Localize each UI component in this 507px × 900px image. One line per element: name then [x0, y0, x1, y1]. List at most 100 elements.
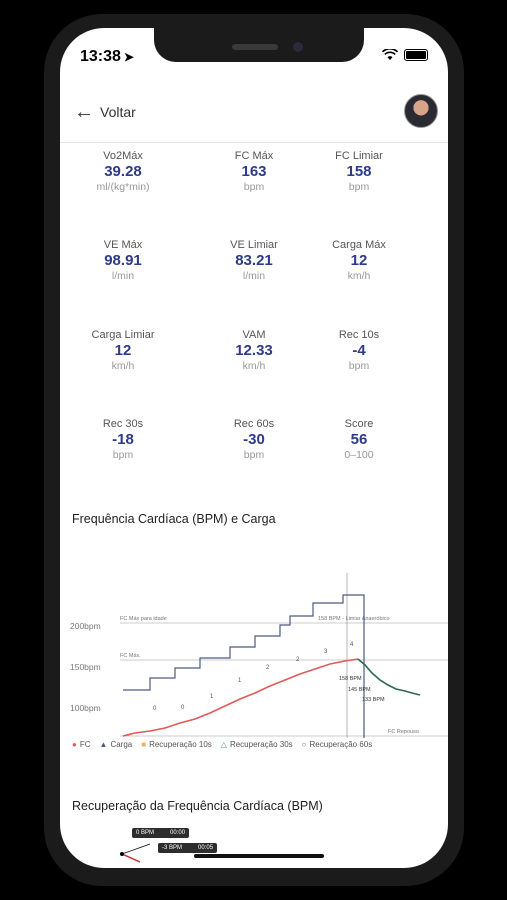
recovery-label: 133 BPM — [362, 697, 385, 703]
metric-label: FC Máx — [234, 150, 274, 162]
legend-label: Recuperação 60s — [309, 740, 373, 749]
divider — [60, 142, 448, 143]
stage-label: 2 — [266, 665, 270, 671]
metric-label: Vo2Máx — [103, 150, 143, 162]
ref-line-label: FC Máx. — [120, 653, 141, 659]
stage-label: 0 — [153, 706, 157, 712]
metric-card: Vo2Máx 39.28 ml/(kg*min) — [68, 150, 178, 193]
ref-line-label: FC Repouso — [388, 729, 419, 735]
metric-card: Carga Máx 12 km/h — [304, 239, 414, 282]
metric-unit: l/min — [242, 270, 266, 282]
tooltip-bpm: 0 BPM — [136, 830, 155, 836]
metric-label: VE Limiar — [230, 239, 278, 251]
metric-value: 56 — [350, 431, 368, 448]
stage-label: 1 — [210, 694, 214, 700]
metric-label: Rec 60s — [233, 418, 275, 430]
tooltip-pointer — [121, 843, 151, 855]
metric-card: VE Limiar 83.21 l/min — [199, 239, 309, 282]
location-icon: ➤ — [123, 50, 134, 64]
recovery-chart-title: Recuperação da Frequência Cardíaca (BPM) — [72, 799, 323, 813]
metric-value: 158 — [346, 163, 372, 180]
legend-symbol-icon: ■ — [141, 740, 147, 749]
tooltip-2: -3 BPM 00:05 — [158, 843, 218, 853]
metric-unit: l/min — [111, 270, 135, 282]
metric-value: -4 — [352, 342, 366, 359]
back-label: Voltar — [100, 104, 136, 120]
legend-item[interactable]: ● FC — [72, 740, 91, 749]
metric-value: 12 — [114, 342, 132, 359]
recovery-line — [121, 853, 141, 863]
stage-label: 1 — [238, 678, 242, 684]
metric-value: 83.21 — [235, 252, 273, 269]
legend-symbol-icon: ▲ — [99, 740, 108, 749]
legend-label: FC — [79, 740, 91, 749]
ref-line-label: 158 BPM - Limiar Anaeróbico — [318, 616, 390, 622]
metric-unit: km/h — [111, 360, 135, 372]
metric-value: 98.91 — [104, 252, 142, 269]
metric-card: Carga Limiar 12 km/h — [68, 329, 178, 372]
metric-unit: bpm — [243, 449, 265, 461]
home-indicator[interactable] — [194, 854, 324, 858]
arrow-left-icon: ← — [74, 101, 94, 123]
system-icons — [376, 49, 428, 61]
tooltip-bpm: -3 BPM — [162, 845, 183, 851]
stage-label: 0 — [181, 705, 185, 711]
stage-label: 3 — [324, 649, 328, 655]
heart-rate-line — [122, 658, 359, 737]
metric-label: VAM — [242, 329, 266, 341]
metric-label: VE Máx — [103, 239, 143, 251]
legend-item[interactable]: ■ Recuperação 10s — [141, 740, 212, 749]
metric-card: Rec 60s -30 bpm — [199, 418, 309, 461]
legend-label: Carga — [110, 740, 133, 749]
heart-rate-chart[interactable]: FC Máx para idade FC Máx. 158 BPM - Limiar… — [60, 573, 448, 738]
screen: 13:38 ➤ ← Voltar Vo2Máx 39.28 ml/(kg*min) FC… — [60, 28, 448, 868]
metric-unit: bpm — [348, 181, 370, 193]
recovery-hr-line — [357, 658, 421, 696]
legend-symbol-icon: ○ — [301, 740, 307, 749]
camera — [293, 42, 303, 52]
back-button[interactable]: ← Voltar — [74, 102, 136, 122]
legend-item[interactable]: ○ Recuperação 60s — [302, 740, 373, 749]
metric-label: Score — [344, 418, 374, 430]
metric-card: VAM 12.33 km/h — [199, 329, 309, 372]
tooltip-1: 0 BPM 00:00 — [132, 828, 190, 838]
recovery-chart[interactable] — [60, 818, 448, 868]
legend-label: Recuperação 30s — [229, 740, 293, 749]
chart-legend: ● FC ▲ Carga ■ Recuperação 10s △ Recuperação 30… — [72, 740, 372, 749]
metric-unit: ml/(kg*min) — [96, 181, 150, 193]
avatar[interactable] — [404, 94, 438, 128]
metric-unit: km/h — [347, 270, 371, 282]
metric-unit: 0–100 — [344, 449, 374, 461]
metric-value: 12 — [350, 252, 368, 269]
speaker — [232, 44, 278, 50]
metric-unit: bpm — [243, 181, 265, 193]
recovery-label: 145 BPM — [348, 687, 371, 693]
metric-card: Rec 30s -18 bpm — [68, 418, 178, 461]
metric-value: -30 — [243, 431, 265, 448]
chart-title: Frequência Cardíaca (BPM) e Carga — [72, 512, 276, 526]
metric-value: 12.33 — [235, 342, 273, 359]
tooltip-time: 00:05 — [198, 845, 214, 851]
y-tick-label: 200bpm — [70, 621, 101, 631]
metric-card: Score 56 0–100 — [304, 418, 414, 461]
wifi-icon — [382, 49, 398, 60]
legend-item[interactable]: ▲ Carga — [100, 740, 133, 749]
legend-item[interactable]: △ Recuperação 30s — [221, 740, 293, 749]
metric-unit: bpm — [112, 449, 134, 461]
metric-unit: km/h — [242, 360, 266, 372]
legend-label: Recuperação 10s — [149, 740, 212, 749]
legend-symbol-icon: △ — [220, 740, 227, 749]
metric-value: 163 — [241, 163, 267, 180]
metric-label: Rec 10s — [338, 329, 380, 341]
status-bar: 13:38 ➤ — [60, 28, 448, 78]
metric-label: Carga Limiar — [91, 329, 155, 341]
ref-line-label: FC Máx para idade — [120, 616, 167, 622]
metric-card: VE Máx 98.91 l/min — [68, 239, 178, 282]
metric-label: Carga Máx — [332, 239, 386, 251]
metric-card: FC Máx 163 bpm — [199, 150, 309, 193]
load-step-line — [123, 594, 365, 738]
metric-value: -18 — [112, 431, 134, 448]
tooltip-time: 00:00 — [170, 830, 186, 836]
nav-bar: ← Voltar — [60, 94, 448, 144]
metric-label: FC Limiar — [335, 150, 383, 162]
